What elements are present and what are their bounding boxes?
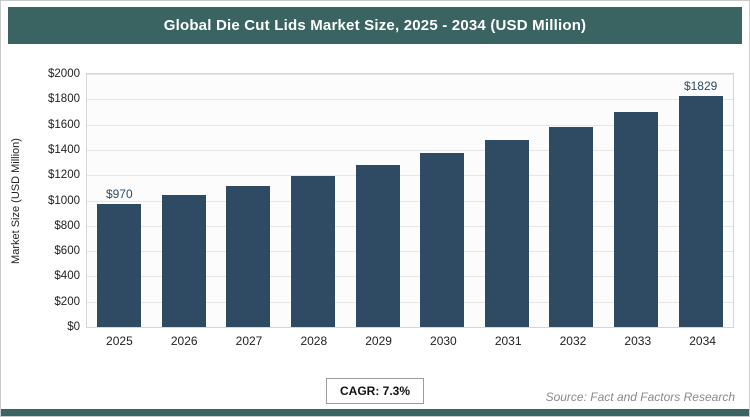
y-tick-label: $600 xyxy=(54,245,80,258)
bar-2028 xyxy=(291,175,336,327)
chart-header: Global Die Cut Lids Market Size, 2025 - … xyxy=(8,7,742,44)
bar-slot-2028 xyxy=(281,74,346,327)
bar-value-label-2025: $970 xyxy=(105,187,133,202)
gridline xyxy=(87,276,733,278)
y-tick-label: $200 xyxy=(54,295,80,308)
bar-slot-2032 xyxy=(539,74,604,327)
x-tick-label-2026: 2026 xyxy=(170,334,198,348)
y-tick-label: $1600 xyxy=(48,118,80,131)
y-tick-label: $1200 xyxy=(48,169,80,182)
x-tick-label-2033: 2033 xyxy=(624,334,652,348)
bar-2030 xyxy=(420,153,465,327)
x-axis-labels: 2025 2026 2027 2028 2029 2030 2031 2032 2033 2034 xyxy=(87,334,735,348)
bar-slot-2029 xyxy=(345,74,410,327)
gridline xyxy=(87,149,733,151)
y-tick-label: $1800 xyxy=(48,93,80,106)
bar-2031 xyxy=(484,140,529,327)
gridline xyxy=(87,99,733,101)
y-axis-title-wrap: Market Size (USD Million) xyxy=(7,73,25,328)
bar-2027 xyxy=(226,185,271,327)
bar-value-label-2034: $1829 xyxy=(683,78,718,93)
gridline xyxy=(87,301,733,303)
x-tick-label-2032: 2032 xyxy=(559,334,587,348)
y-tick-label: $400 xyxy=(54,270,80,283)
gridline xyxy=(87,74,733,75)
x-tick-label-2030: 2030 xyxy=(430,334,457,348)
bar-2025 xyxy=(97,204,142,327)
x-tick-label-2025: 2025 xyxy=(106,334,133,348)
bar-slot-2034: $1829 xyxy=(668,74,733,327)
chart-title: Global Die Cut Lids Market Size, 2025 - … xyxy=(163,17,587,34)
x-tick-label-2034: 2034 xyxy=(689,334,716,348)
bar-2026 xyxy=(161,195,206,327)
bar-slot-2026 xyxy=(152,74,217,327)
bars-container: $970 $1829 xyxy=(87,74,733,327)
x-tick-label-2029: 2029 xyxy=(365,334,392,348)
x-tick-label-2031: 2031 xyxy=(494,334,522,348)
y-tick-label: $2000 xyxy=(48,68,80,80)
x-tick-label-2027: 2027 xyxy=(235,334,263,348)
bar-2032 xyxy=(549,126,594,327)
source-credit: Source: Fact and Factors Research xyxy=(545,390,735,404)
gridline xyxy=(87,124,733,126)
bar-slot-2033 xyxy=(604,74,669,327)
gridline xyxy=(87,175,733,177)
y-tick-label: $800 xyxy=(54,219,80,232)
bar-slot-2030 xyxy=(410,74,475,327)
plot-area: $970 $1829 $0 $200 $400 $600 $800 $1000 $1200 $1… xyxy=(48,68,734,333)
y-tick-label: $1400 xyxy=(48,143,80,156)
bar-slot-2031 xyxy=(475,74,540,327)
bar-2034 xyxy=(678,95,723,327)
cagr-badge: CAGR: 7.3% xyxy=(325,378,425,404)
bar-2029 xyxy=(355,165,400,327)
bar-slot-2025: $970 xyxy=(87,74,152,327)
gridline xyxy=(87,251,733,253)
x-tick-label-2028: 2028 xyxy=(300,334,328,348)
y-tick-label: $1000 xyxy=(48,194,80,207)
y-axis-title: Market Size (USD Million) xyxy=(10,137,23,264)
bottom-accent-strip xyxy=(1,409,749,416)
bar-slot-2027 xyxy=(216,74,281,327)
gridline xyxy=(87,225,733,227)
bar-2033 xyxy=(614,111,659,327)
gridline xyxy=(87,200,733,202)
y-tick-label: $0 xyxy=(67,321,80,333)
